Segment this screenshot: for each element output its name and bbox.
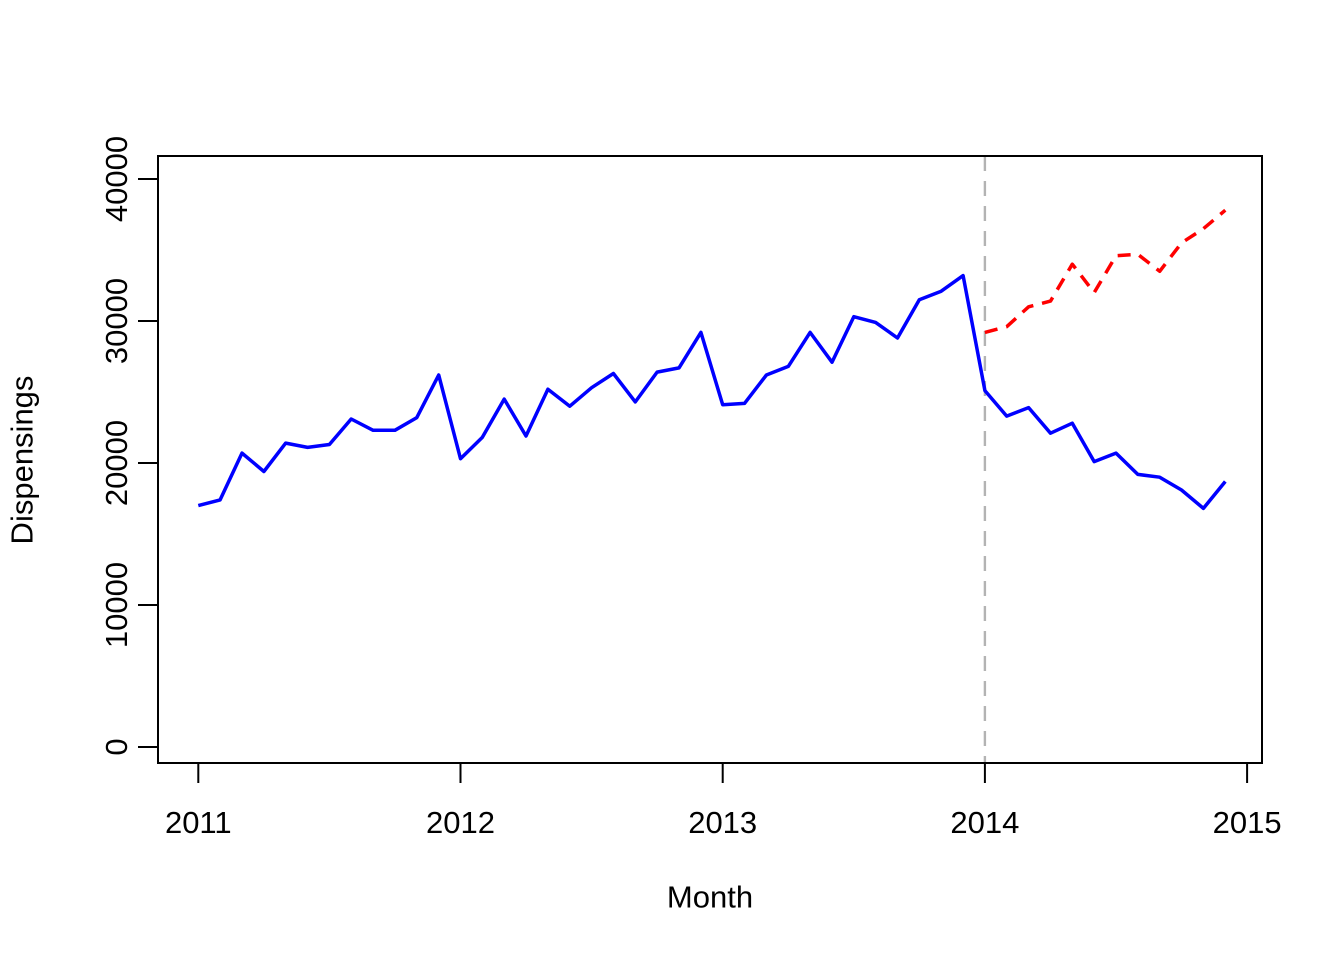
x-tick-label: 2015: [1213, 805, 1282, 840]
series-line-counterfactual-dispensings: [984, 208, 1227, 335]
y-tick-label: 0: [99, 738, 134, 755]
x-tick-label: 2011: [165, 805, 232, 840]
y-tick-label: 40000: [99, 136, 134, 222]
x-tick-label: 2012: [426, 805, 495, 840]
y-tick-label: 10000: [99, 562, 134, 648]
plot-box: [157, 155, 1263, 764]
x-tick-label: 2014: [950, 805, 1019, 840]
series-line-observed-dispensings: [197, 273, 1227, 511]
y-tick-label: 30000: [99, 278, 134, 364]
x-tick-label: 2013: [688, 805, 757, 840]
x-axis-title: Month: [666, 879, 754, 915]
y-axis-title: Dispensings: [4, 375, 40, 545]
y-tick-label: 20000: [99, 420, 134, 506]
